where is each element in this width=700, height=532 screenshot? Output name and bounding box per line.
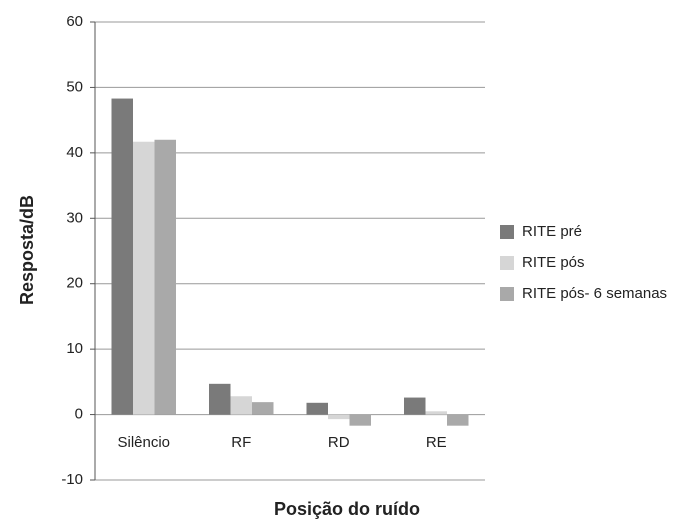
bar [154,139,176,415]
bar [252,402,274,415]
y-tick-label: 0 [75,406,83,423]
bar [230,396,252,415]
legend-swatch [500,225,514,239]
bar [133,141,155,415]
y-axis-title: Resposta/dB [17,195,37,305]
bar [425,411,447,415]
y-tick-label: 60 [66,13,83,30]
y-tick-label: 40 [66,144,83,161]
bar [349,414,371,426]
bar [328,414,350,420]
legend-label: RITE pós- 6 semanas [522,285,667,302]
legend-label: RITE pré [522,223,582,240]
y-tick-label: 50 [66,78,83,95]
legend-swatch [500,256,514,270]
x-tick-label: RD [328,434,350,451]
legend-swatch [500,287,514,301]
y-tick-label: 20 [66,275,83,292]
y-tick-label: 30 [66,209,83,226]
bar [111,98,133,415]
bar [306,402,328,415]
y-tick-label: 10 [66,340,83,357]
x-axis-title: Posição do ruído [274,499,420,519]
x-tick-label: RF [231,434,251,451]
bar [404,397,426,415]
bar [209,383,231,415]
legend-label: RITE pós [522,254,585,271]
x-tick-label: RE [426,434,447,451]
y-tick-label: -10 [61,471,83,488]
x-tick-label: Silêncio [117,434,170,451]
bar [447,414,469,426]
